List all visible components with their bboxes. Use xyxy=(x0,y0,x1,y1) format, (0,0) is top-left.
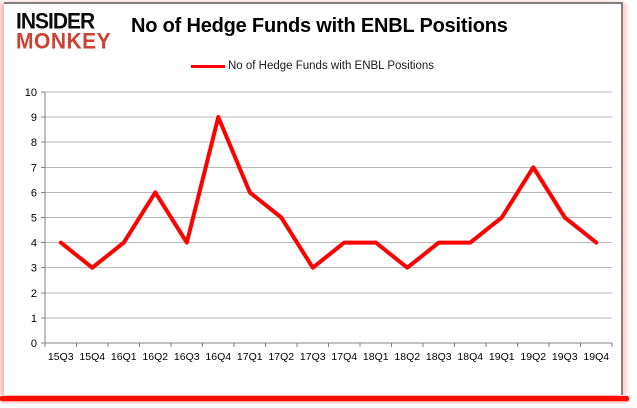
chart-legend: No of Hedge Funds with ENBL Positions xyxy=(4,60,621,72)
chart-title: No of Hedge Funds with ENBL Positions xyxy=(131,15,508,37)
insider-monkey-logo: INSIDER MONKEY xyxy=(16,9,112,54)
logo-insider-text: INSIDER xyxy=(16,9,95,34)
legend-label: No of Hedge Funds with ENBL Positions xyxy=(227,60,435,72)
legend-line-swatch xyxy=(190,64,225,68)
chart-card: INSIDER MONKEY No of Hedge Funds with EN… xyxy=(4,2,623,395)
bottom-red-bar xyxy=(0,396,629,401)
logo-monkey-text: MONKEY xyxy=(16,29,112,54)
